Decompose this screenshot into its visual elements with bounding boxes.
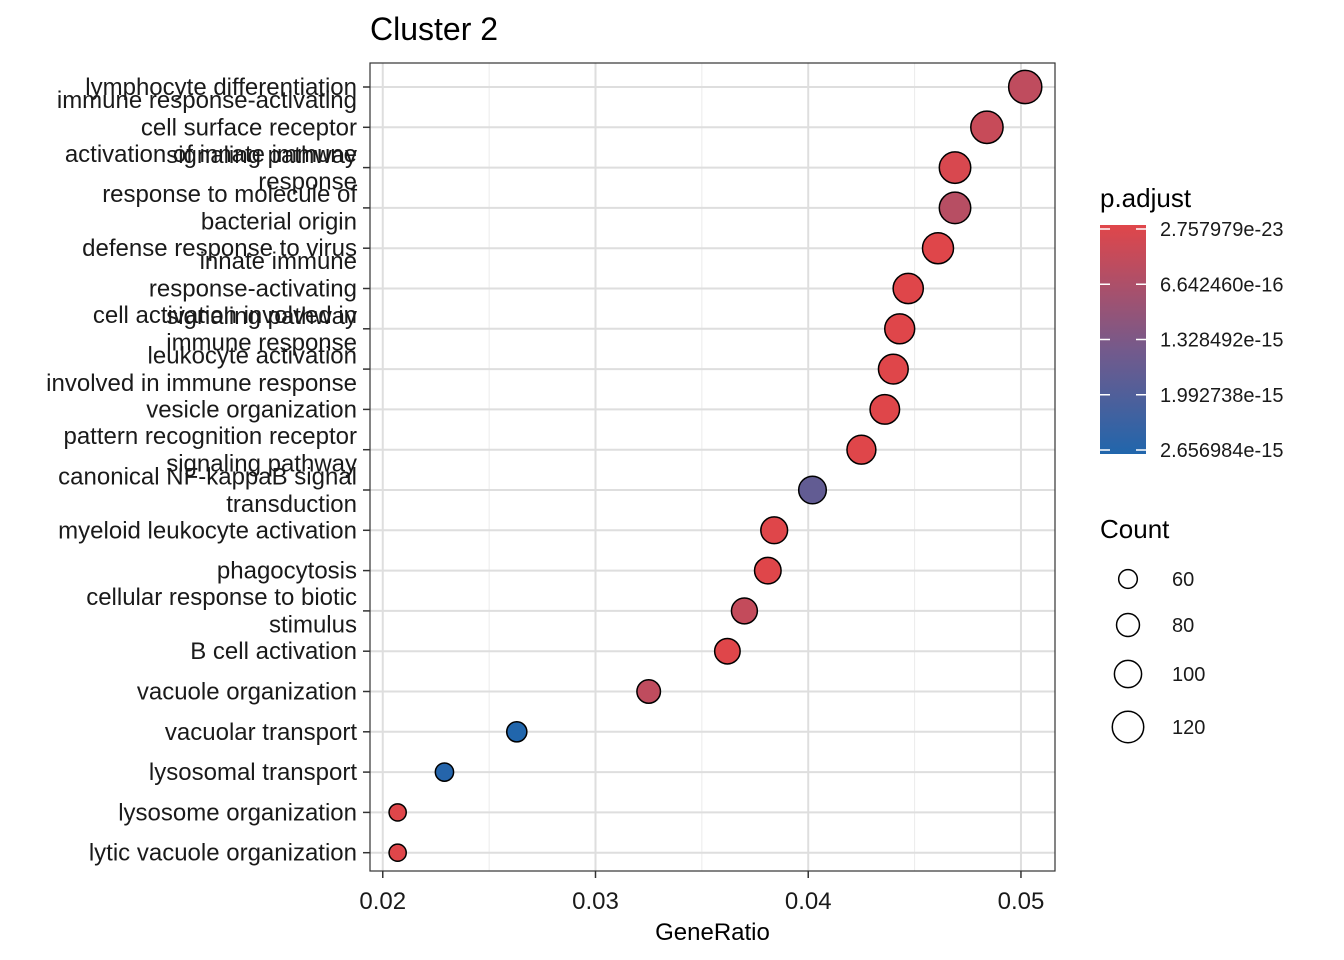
y-tick-label: involved in immune response [46, 370, 357, 397]
y-tick-label: myeloid leukocyte activation [58, 517, 357, 544]
data-point [760, 516, 789, 545]
y-tick-label: vacuolar transport [165, 719, 357, 746]
y-tick-label: transduction [226, 491, 357, 518]
data-point [869, 393, 901, 425]
color-legend-label: 2.656984e-15 [1160, 440, 1283, 462]
size-legend: Count 60 80 100 120 [1100, 514, 1205, 744]
size-legend-breaks: 60 80 100 120 [1111, 568, 1205, 744]
x-tick-label: 0.05 [998, 888, 1045, 915]
x-axis-title: GeneRatio [655, 919, 770, 946]
y-tick-label: signaling pathway [166, 303, 357, 330]
chart-title: Cluster 2 [370, 11, 498, 47]
x-tick-label: 0.02 [359, 888, 406, 915]
data-point [388, 803, 407, 822]
x-tick-label: 0.03 [572, 888, 619, 915]
color-legend-label: 2.757979e-23 [1160, 219, 1283, 241]
y-tick-label: defense response to virus [82, 235, 357, 262]
y-tick-label: response-activating [149, 276, 357, 303]
size-legend-key [1111, 710, 1145, 744]
y-tick-label: stimulus [269, 612, 357, 639]
y-tick-label: innate immune [200, 248, 357, 275]
data-point [505, 720, 528, 743]
color-legend: p.adjust 2.757979e-23 6.642460e-16 1.32849… [1100, 183, 1283, 462]
y-tick-label: canonical NF-kappaB signal [58, 463, 357, 490]
size-legend-key [1113, 659, 1143, 689]
data-point [877, 353, 909, 385]
x-axis: 0.02 0.03 0.04 0.05 [359, 871, 1044, 915]
size-legend-label: 80 [1172, 615, 1194, 637]
color-legend-label: 6.642460e-16 [1160, 274, 1283, 296]
y-tick-label: cell surface receptor [141, 114, 357, 141]
y-tick-label: leukocyte activation [148, 342, 357, 369]
data-point [636, 678, 662, 705]
data-point [434, 762, 455, 782]
data-point [938, 191, 972, 225]
data-point [846, 434, 877, 465]
points [388, 69, 1043, 863]
y-tick-label: phagocytosis [217, 558, 357, 585]
y-tick-label: lymphocyte differentiation [85, 74, 357, 101]
y-tick-label: signaling pathway [166, 142, 357, 169]
data-point [730, 597, 759, 625]
data-point [388, 843, 407, 863]
color-legend-label: 1.992738e-15 [1160, 385, 1283, 407]
data-point [892, 272, 925, 305]
data-point [970, 110, 1004, 145]
y-tick-label: lysosomal transport [149, 759, 357, 786]
y-tick-label: lysosome organization [118, 799, 357, 826]
y-tick-label: vacuole organization [137, 679, 357, 706]
y-tick-label: immune response-activating [57, 87, 357, 114]
data-point [713, 637, 741, 665]
data-point [938, 151, 972, 185]
color-legend-label: 1.328492e-15 [1160, 330, 1283, 352]
y-tick-label: lytic vacuole organization [89, 840, 357, 867]
y-tick-label: bacterial origin [201, 209, 357, 236]
size-legend-label: 100 [1172, 664, 1205, 686]
y-tick-label: cellular response to biotic [86, 584, 357, 611]
data-point [797, 475, 828, 505]
y-tick-label: activation of innate immune [65, 141, 357, 168]
data-point [1007, 69, 1043, 105]
plot-panel-border [369, 62, 1056, 872]
y-tick-label: vesicle organization [146, 396, 357, 423]
x-tick-label: 0.04 [785, 888, 832, 915]
size-legend-title: Count [1100, 514, 1170, 544]
y-tick-label: signaling pathway [166, 450, 357, 477]
size-legend-key [1115, 612, 1141, 638]
y-tick-label: pattern recognition receptor [63, 423, 357, 450]
color-legend-breaks: 2.757979e-23 6.642460e-16 1.328492e-15 1.99… [1100, 219, 1283, 462]
y-tick-label: response [258, 168, 357, 195]
size-legend-label: 60 [1172, 569, 1194, 591]
y-tick-label: immune response [166, 330, 357, 357]
size-legend-label: 120 [1172, 717, 1205, 739]
size-legend-key [1117, 568, 1139, 590]
y-tick-label: B cell activation [190, 638, 357, 665]
data-point [921, 231, 955, 265]
data-point [883, 313, 916, 345]
y-tick-label: response to molecule of [102, 181, 357, 208]
y-tick-label: cell activation involved in [93, 302, 357, 329]
color-legend-title: p.adjust [1100, 183, 1192, 213]
data-point [753, 556, 782, 585]
